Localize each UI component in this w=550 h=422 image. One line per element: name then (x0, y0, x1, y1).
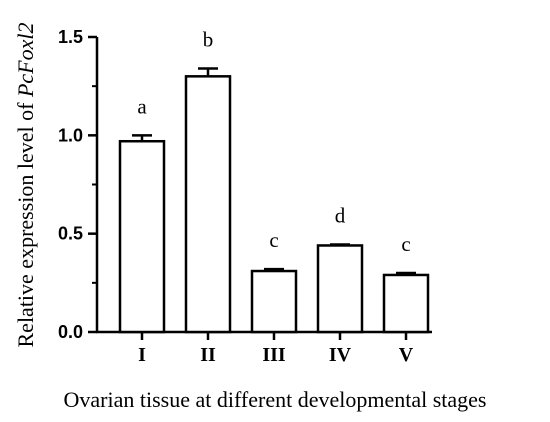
bar-2 (184, 75, 232, 334)
y-tick-label: 1.0 (58, 125, 83, 145)
bar-3 (250, 269, 298, 334)
x-tick-label: IV (329, 344, 352, 366)
y-axis: 0.0 0.5 1.0 1.5 (58, 27, 99, 342)
significance-letter: c (401, 232, 410, 256)
x-tick-label: I (138, 344, 146, 366)
y-tick-label: 0.5 (58, 224, 83, 244)
x-tick-label: V (399, 344, 414, 366)
x-axis-title: Ovarian tissue at different developmenta… (64, 387, 487, 412)
y-axis-title: Relative expression level of PcFoxl2 (13, 22, 38, 347)
bar-1 (118, 139, 166, 334)
x-tick-label: III (262, 344, 286, 366)
y-tick-label: 0.0 (58, 322, 83, 342)
significance-letter: c (269, 228, 278, 252)
significance-letter: b (203, 27, 214, 51)
bar-4 (316, 244, 364, 334)
significance-letter: a (137, 94, 147, 118)
bars: a b c d c (118, 27, 430, 334)
x-tick-label: II (200, 344, 216, 366)
significance-letter: d (335, 203, 346, 227)
bar-5 (382, 273, 430, 334)
y-tick-label: 1.5 (58, 27, 83, 47)
x-axis: I II III IV V (96, 330, 432, 366)
